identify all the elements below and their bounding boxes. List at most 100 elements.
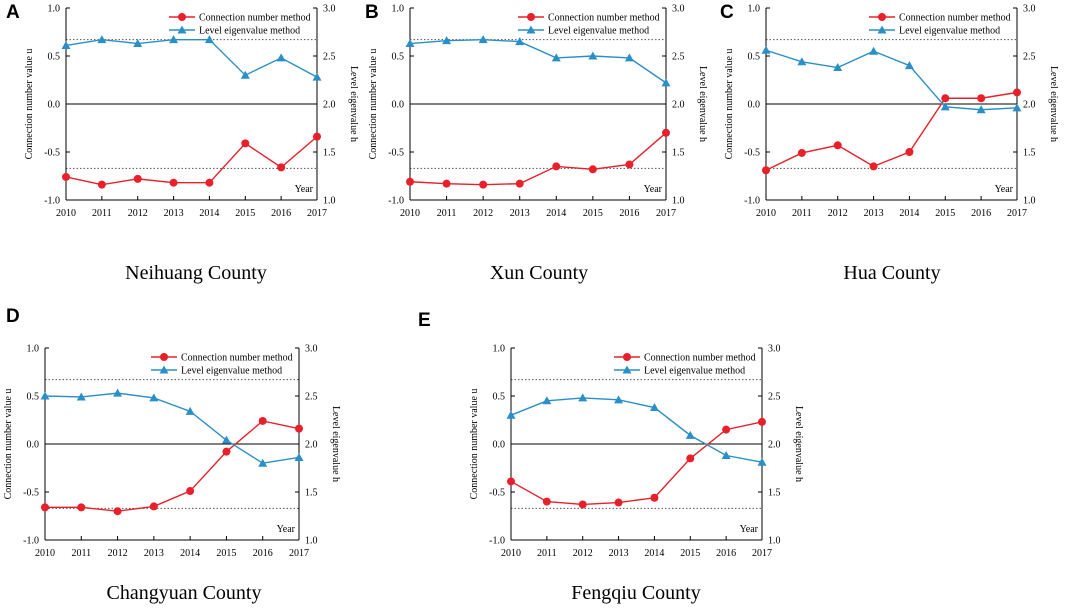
x-tick-label: 2015	[216, 548, 236, 559]
legend-label: Level eigenvalue method	[181, 366, 282, 377]
right-axis-title: Level eigenvalue h	[330, 406, 341, 482]
county-title: Neihuang County	[125, 262, 267, 284]
x-tick-label: 2011	[537, 548, 557, 559]
x-tick-label: 2010	[756, 208, 776, 219]
x-tick-label: 2012	[573, 548, 593, 559]
chart-e-svg: 1.0 0.5 0.0 -0.5 -1.0 3.0 2.5 2.0 1.5 1.0 2010 2011…	[469, 344, 804, 560]
left-tick-label: 0.5	[493, 392, 506, 403]
right-tick-label: 1.5	[1023, 148, 1036, 159]
county-title: Xun County	[489, 262, 589, 284]
connection-data-point	[869, 162, 878, 171]
right-tick-label: 2.5	[768, 392, 781, 403]
level-data-point	[506, 410, 516, 419]
x-tick-label: 2013	[864, 208, 884, 219]
left-axis-title: Connection number value u	[469, 389, 480, 500]
level-data-point	[185, 406, 195, 415]
connection-data-point	[905, 148, 914, 156]
connection-data-point	[686, 454, 695, 463]
chart-panel-a: A 1.0 0.5 0.0 -0.5 -1.0 3.0 2.5 2.0 1.5 1.0 2010 20…	[0, 0, 359, 300]
left-tick-label: 1.0	[392, 4, 405, 15]
left-tick-label: 0.0	[493, 440, 506, 451]
level-data-point	[624, 53, 634, 62]
chart-b-svg: 1.0 0.5 0.0 -0.5 -1.0 3.0 2.5 2.0 1.5 1.0 2010 2011…	[368, 4, 708, 220]
level-data-point	[442, 36, 452, 45]
x-tick-label: 2017	[307, 208, 327, 219]
level-data-point	[312, 72, 322, 81]
left-tick-label: -1.0	[744, 196, 760, 207]
x-tick-label: 2010	[56, 208, 76, 219]
left-tick-label: 1.0	[27, 344, 40, 355]
chart-c-svg: 1.0 0.5 0.0 -0.5 -1.0 3.0 2.5 2.0 1.5 1.0 2010 2011…	[724, 4, 1059, 220]
connection-data-point	[149, 502, 158, 511]
x-tick-label: 2015	[935, 208, 955, 219]
chart-panel-e: E 1.0 0.5 0.0 -0.5 -1.0 3.0 2.5 2.0 1.5 1.0 2010 20…	[410, 304, 804, 608]
x-tick-label: 2012	[128, 208, 148, 219]
left-tick-label: -1.0	[23, 536, 39, 547]
connection-data-point	[833, 141, 842, 150]
level-data-point	[276, 53, 286, 62]
right-axis-title: Level eigenvalue h	[793, 406, 804, 482]
chart-a-svg: 1.0 0.5 0.0 -0.5 -1.0 3.0 2.5 2.0 1.5 1.0 2010 2011…	[24, 4, 359, 220]
x-tick-label: 2010	[400, 208, 420, 219]
left-tick-label: -0.5	[23, 488, 39, 499]
right-tick-label: 1.5	[305, 488, 318, 499]
level-data-point	[40, 391, 50, 400]
legend-circle-marker	[178, 13, 186, 21]
x-tick-label: 2010	[501, 548, 521, 559]
level-data-point	[61, 40, 71, 49]
panel-letter: D	[6, 306, 20, 327]
legend-triangle-marker	[622, 365, 632, 374]
left-tick-label: -0.5	[44, 148, 60, 159]
connection-data-point	[625, 160, 634, 169]
left-tick-label: -0.5	[388, 148, 404, 159]
level-data-point	[833, 63, 843, 72]
legend-triangle-marker	[526, 25, 536, 34]
right-tick-label: 1.0	[305, 536, 318, 547]
connection-series-line	[765, 91, 1018, 171]
legend-label: Connection number method	[181, 353, 293, 364]
left-tick-label: -0.5	[489, 488, 505, 499]
x-tick-label: 2014	[180, 548, 200, 559]
connection-data-point	[77, 503, 86, 512]
level-data-point	[221, 435, 231, 444]
level-data-point	[757, 457, 767, 466]
level-data-point	[294, 452, 304, 461]
right-tick-label: 3.0	[672, 4, 685, 15]
x-tick-label: 2011	[92, 208, 112, 219]
left-tick-label: 1.0	[48, 4, 61, 15]
right-tick-label: 3.0	[323, 4, 336, 15]
connection-series-line	[45, 420, 300, 512]
legend-label: Level eigenvalue method	[199, 26, 300, 37]
x-tick-label: 2016	[716, 548, 736, 559]
right-tick-label: 3.0	[1023, 4, 1036, 15]
right-tick-label: 2.0	[672, 100, 685, 111]
x-axis-title: Year	[277, 524, 296, 535]
right-tick-label: 3.0	[768, 344, 781, 355]
level-data-point	[976, 105, 986, 114]
connection-data-point	[588, 165, 597, 174]
legend-circle-marker	[160, 353, 168, 361]
right-axis-title: Level eigenvalue h	[697, 66, 708, 142]
county-title: Hua County	[843, 262, 941, 284]
left-tick-label: -1.0	[388, 196, 404, 207]
right-tick-label: 1.0	[768, 536, 781, 547]
left-tick-label: -0.5	[744, 148, 760, 159]
connection-series-line	[409, 132, 667, 186]
legend-label: Connection number method	[899, 13, 1011, 24]
right-tick-label: 2.5	[305, 392, 318, 403]
legend-label: Level eigenvalue method	[899, 26, 1000, 37]
left-tick-label: -1.0	[44, 196, 60, 207]
level-series-line	[44, 392, 300, 464]
connection-data-point	[133, 174, 142, 183]
connection-data-point	[722, 425, 731, 434]
connection-data-point	[941, 94, 950, 103]
x-tick-label: 2015	[583, 208, 603, 219]
x-axis-title: Year	[740, 524, 759, 535]
right-tick-label: 3.0	[305, 344, 318, 355]
x-tick-label: 2016	[971, 208, 991, 219]
panel-letter: A	[6, 2, 20, 23]
left-tick-label: 1.0	[493, 344, 506, 355]
left-axis-title: Connection number value u	[724, 49, 735, 160]
right-tick-label: 1.0	[672, 196, 685, 207]
x-tick-label: 2014	[899, 208, 919, 219]
